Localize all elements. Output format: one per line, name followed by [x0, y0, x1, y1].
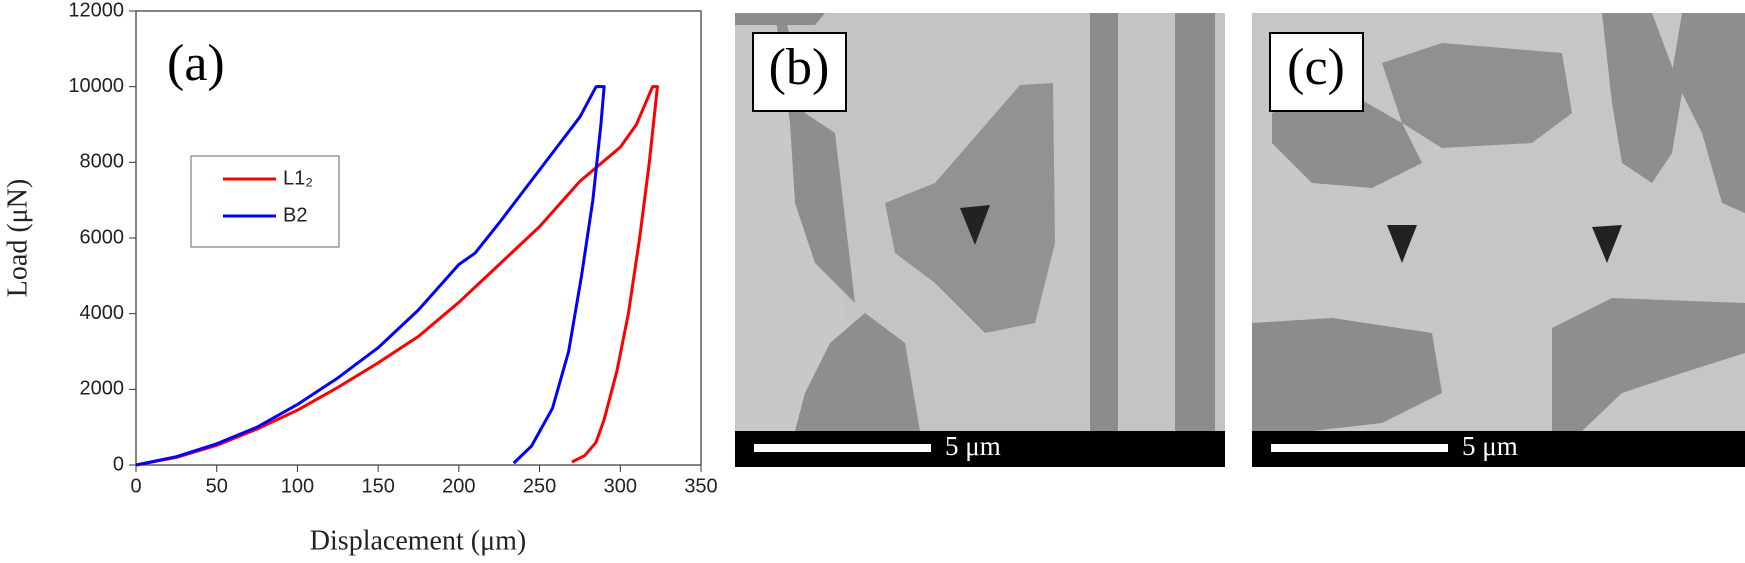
legend-label: B2: [283, 204, 307, 226]
scale-text: 5 μm: [945, 431, 1001, 461]
indent: [1592, 225, 1622, 263]
x-tick-label: 100: [281, 475, 314, 497]
y-tick-label: 10000: [68, 75, 124, 97]
y-tick-label: 4000: [80, 302, 125, 324]
y-tick-label: 0: [113, 453, 124, 475]
y-tick-label: 8000: [80, 151, 125, 173]
y-tick-label: 2000: [80, 378, 125, 400]
scale-text: 5 μm: [1462, 431, 1518, 461]
legend-label: L1₂: [283, 167, 313, 189]
series-line: [135, 85, 606, 467]
indent: [960, 205, 990, 245]
phase: [1175, 13, 1215, 431]
scale-bar: [1271, 444, 1448, 452]
phase: [1382, 43, 1572, 148]
indent: [1387, 225, 1417, 263]
x-tick-label: 200: [442, 475, 475, 497]
label-box: [752, 32, 847, 112]
x-tick-label: 350: [684, 475, 717, 497]
phase: [1252, 318, 1442, 431]
x-tick-label: 300: [604, 475, 637, 497]
phase: [795, 313, 920, 431]
label-box: [1269, 32, 1364, 112]
phase: [735, 13, 825, 25]
micrograph-c: 5 μm (c): [1252, 13, 1745, 467]
x-tick-label: 250: [523, 475, 556, 497]
micrograph-b: 5 μm (b): [735, 13, 1225, 467]
phase: [1672, 13, 1745, 213]
phase: [1602, 13, 1682, 183]
panel-label: (a): [167, 35, 225, 92]
series-line: [135, 85, 659, 467]
legend-box: [190, 155, 340, 248]
phase: [1090, 13, 1118, 431]
matrix: [735, 13, 860, 431]
scale-bar: [754, 444, 931, 452]
x-tick-label: 50: [206, 475, 228, 497]
y-tick-label: 12000: [68, 0, 124, 21]
x-tick-label: 150: [361, 475, 394, 497]
chart: (a) Displacement (μm) Load (μN) 0 50 100 15…: [2, 0, 717, 556]
x-tick-label: 0: [130, 475, 141, 497]
panel-label: (b): [769, 39, 830, 96]
y-tick-label: 6000: [80, 226, 125, 248]
y-axis-title: Load (μN): [2, 179, 33, 297]
panel-label: (c): [1287, 39, 1345, 96]
x-axis-title: Displacement (μm): [310, 525, 526, 556]
phase: [1552, 298, 1745, 431]
